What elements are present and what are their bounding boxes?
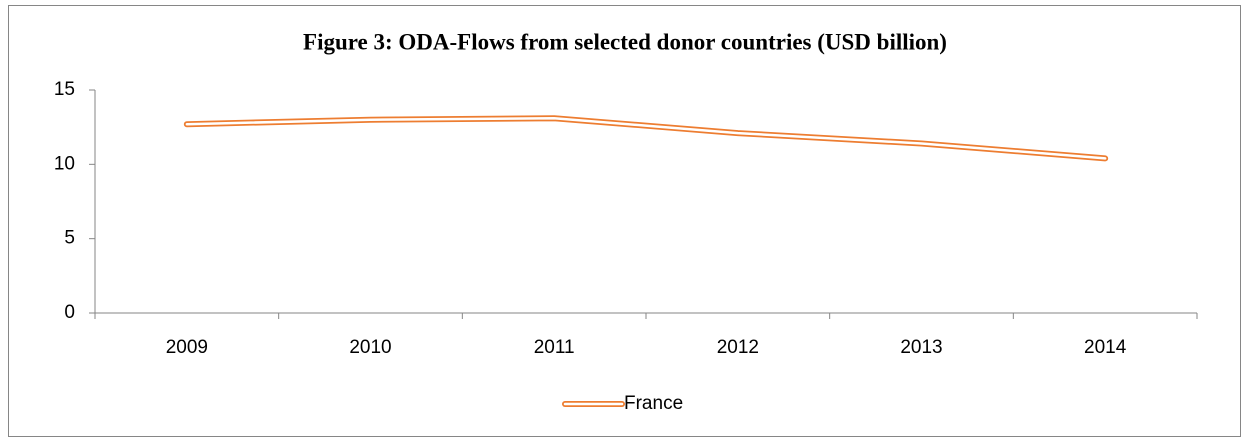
legend-label: France bbox=[624, 393, 683, 414]
line-series-inner bbox=[185, 116, 1107, 160]
x-tick-label: 2012 bbox=[717, 337, 759, 358]
chart-title: Figure 3: ODA-Flows from selected donor … bbox=[303, 29, 947, 54]
x-tick-label: 2010 bbox=[349, 337, 391, 358]
chart-border bbox=[8, 5, 1241, 437]
y-tick-label: 10 bbox=[54, 153, 75, 174]
y-tick-label: 5 bbox=[64, 228, 75, 249]
x-tick-label: 2014 bbox=[1084, 337, 1127, 358]
x-tick-label: 2009 bbox=[166, 337, 208, 358]
y-tick-label: 15 bbox=[54, 79, 75, 100]
y-tick-label: 0 bbox=[64, 302, 75, 323]
x-tick-label: 2011 bbox=[534, 337, 575, 358]
x-tick-label: 2013 bbox=[900, 337, 942, 358]
